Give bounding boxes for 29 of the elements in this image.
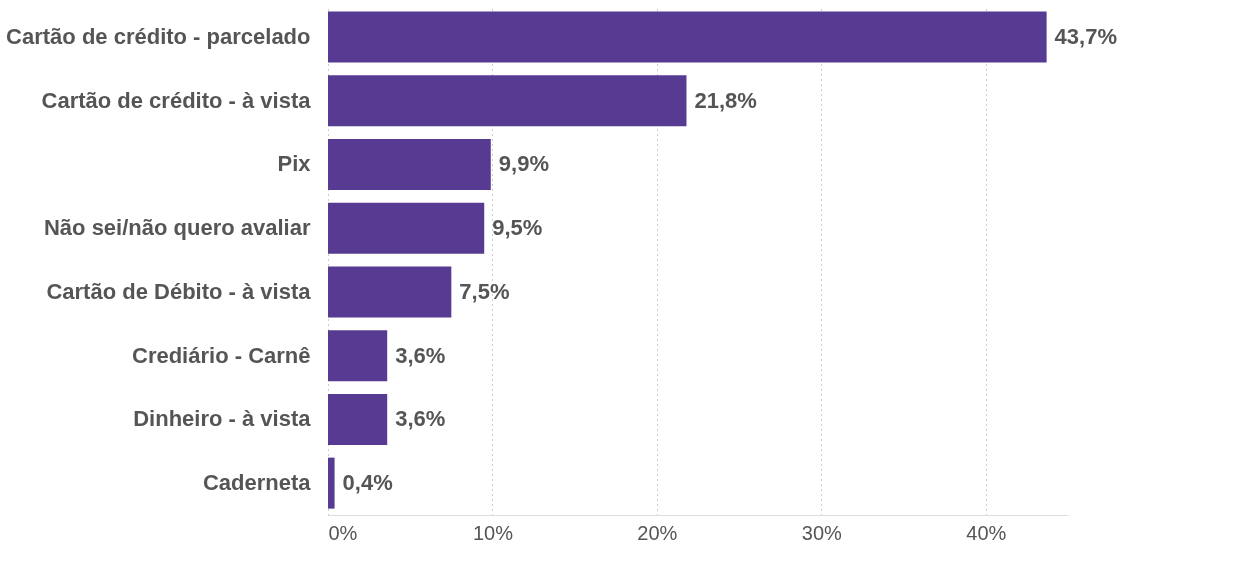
bar	[328, 266, 452, 318]
bar	[328, 393, 388, 445]
bar	[328, 330, 388, 382]
data-label: 9,9%	[498, 151, 549, 177]
data-label: 9,5%	[492, 215, 543, 241]
bar	[328, 202, 485, 254]
data-label: 0,4%	[342, 470, 393, 496]
y-tick-label: Crediário - Carnê	[132, 342, 311, 368]
y-tick-label: Cartão de crédito - parcelado	[6, 23, 311, 49]
x-tick-label: 30%	[801, 521, 843, 544]
y-tick-label: Caderneta	[202, 470, 312, 496]
bar	[328, 75, 687, 127]
bar	[328, 457, 335, 509]
data-label: 21,8%	[694, 87, 757, 113]
y-tick-label: Cartão de Débito - à vista	[46, 278, 312, 304]
y-tick-label: Não sei/não quero avaliar	[43, 215, 311, 241]
bar	[328, 138, 491, 190]
x-tick-label: 10%	[472, 521, 514, 544]
data-label: 7,5%	[459, 278, 510, 304]
y-tick-label: Cartão de crédito - à vista	[41, 87, 312, 113]
x-tick-label: 0%	[328, 521, 358, 544]
data-label: 3,6%	[395, 342, 446, 368]
bar	[328, 11, 1047, 63]
y-tick-label: Pix	[277, 151, 312, 177]
x-tick-label: 20%	[637, 521, 678, 544]
x-tick-label: 40%	[966, 521, 1007, 544]
data-label: 43,7%	[1054, 23, 1118, 49]
y-tick-label: Dinheiro - à vista	[133, 406, 312, 432]
data-label: 3,6%	[395, 406, 446, 432]
